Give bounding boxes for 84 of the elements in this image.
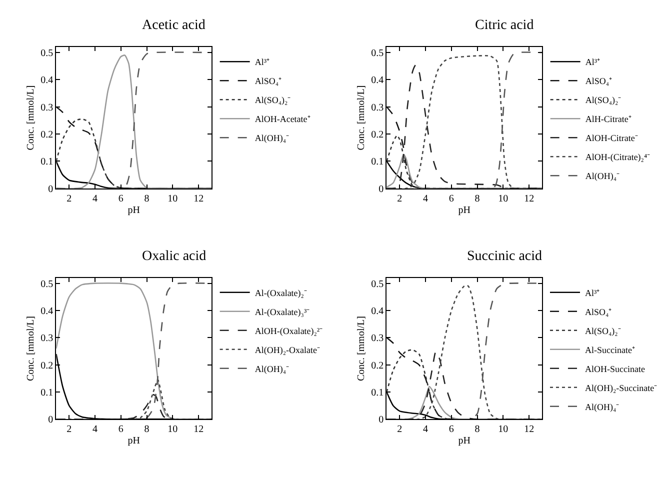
chart-title: Succinic acid <box>467 249 542 264</box>
chart-title: Oxalic acid <box>142 249 206 264</box>
legend-label: Al(OH)₄⁻ <box>585 171 620 182</box>
legend-label: AlSO₄⁺ <box>585 306 612 317</box>
legend-label: Al(OH)₂-Oxalate⁻ <box>254 344 320 355</box>
x-tick-label: 2 <box>66 193 72 204</box>
x-tick-label: 6 <box>118 193 124 204</box>
x-tick-label: 12 <box>524 193 534 204</box>
y-tick-label: 0.5 <box>371 278 384 290</box>
x-tick-label: 4 <box>423 193 428 204</box>
legend-label: AlOH-(Oxalate)₂²⁻ <box>254 326 323 336</box>
legend-label: Al(OH)₄⁻ <box>254 133 289 144</box>
legend-label: Al(SO₄)₂⁻ <box>254 95 291 106</box>
x-tick-label: 12 <box>194 193 204 204</box>
x-tick-label: 2 <box>66 424 72 436</box>
x-axis-title: pH <box>458 204 470 216</box>
y-axis-title: Conc. [mmol/L] <box>356 316 368 382</box>
x-tick-label: 4 <box>423 424 428 436</box>
x-tick-label: 10 <box>498 424 508 436</box>
x-tick-label: 10 <box>168 424 178 436</box>
x-tick-label: 2 <box>397 424 402 436</box>
legend-label: AlH-Citrate⁺ <box>585 114 632 124</box>
legend-label: Al(SO₄)₂⁻ <box>585 326 621 336</box>
x-tick-label: 2 <box>397 193 402 204</box>
y-axis-title: Conc. [mmol/L] <box>356 85 368 150</box>
y-tick-label: 0.1 <box>40 156 54 168</box>
y-tick-label: 0.3 <box>371 333 384 344</box>
y-tick-label: 0.3 <box>40 333 54 344</box>
x-axis-title: pH <box>458 436 470 447</box>
x-tick-label: 12 <box>524 424 534 436</box>
y-tick-label: 0.4 <box>40 75 54 86</box>
y-tick-label: 0.4 <box>40 306 54 317</box>
x-tick-label: 10 <box>498 193 508 204</box>
x-tick-label: 8 <box>474 424 480 436</box>
y-tick-label: 0.5 <box>40 278 54 290</box>
legend-label: Al-(Oxalate)₃³⁻ <box>254 306 310 317</box>
legend-label: AlSO₄⁺ <box>585 76 612 86</box>
y-tick-label: 0.2 <box>40 130 54 141</box>
y-tick-label: 0 <box>378 184 384 195</box>
x-tick-label: 8 <box>144 193 150 204</box>
y-tick-label: 0.5 <box>40 48 54 60</box>
legend-label: Al³⁺ <box>585 57 600 68</box>
x-axis-title: pH <box>128 436 140 447</box>
y-tick-label: 0 <box>378 414 384 426</box>
x-tick-label: 10 <box>168 193 178 204</box>
legend-label: Al(SO₄)₂⁻ <box>585 95 622 106</box>
y-tick-label: 0.2 <box>371 130 384 141</box>
y-tick-label: 0.5 <box>371 48 384 60</box>
legend-label: Al-(Oxalate)₂⁻ <box>254 288 307 298</box>
x-tick-label: 6 <box>118 424 124 436</box>
x-tick-label: 8 <box>144 424 150 436</box>
y-tick-label: 0.4 <box>371 75 384 86</box>
chart-title: Acetic acid <box>142 18 206 33</box>
y-tick-label: 0.2 <box>40 360 54 372</box>
x-tick-label: 8 <box>474 193 480 204</box>
x-tick-label: 4 <box>92 193 98 204</box>
legend-label: Al³⁺ <box>585 288 600 298</box>
x-tick-label: 12 <box>194 424 204 436</box>
y-tick-label: 0.2 <box>371 360 384 372</box>
y-tick-label: 0.1 <box>371 156 384 168</box>
legend-label: Al(OH)₄⁻ <box>254 364 289 374</box>
y-axis-title: Conc. [mmol/L] <box>26 316 37 382</box>
y-tick-label: 0 <box>48 184 54 195</box>
x-tick-label: 6 <box>448 424 454 436</box>
legend-label: Al(OH)₂-Succinate⁻ <box>585 382 658 393</box>
legend-label: AlOH-(Citrate)₂⁴⁻ <box>585 152 650 162</box>
x-tick-label: 4 <box>92 424 98 436</box>
y-tick-label: 0.3 <box>40 102 54 114</box>
chart-title: Citric acid <box>475 18 534 33</box>
y-tick-label: 0.3 <box>371 102 384 114</box>
x-axis-title: pH <box>128 204 140 216</box>
y-tick-label: 0.1 <box>40 388 54 399</box>
y-tick-label: 0.1 <box>371 388 384 399</box>
y-tick-label: 0.4 <box>371 306 384 317</box>
legend-label: Al(OH)₄⁻ <box>585 402 620 412</box>
legend-label: Al³⁺ <box>254 57 270 68</box>
y-axis-title: Conc. [mmol/L] <box>26 85 37 150</box>
legend-label: AlOH-Citrate⁻ <box>585 133 638 144</box>
legend-label: AlSO₄⁺ <box>254 76 282 86</box>
legend-label: AlOH-Succinate <box>585 364 645 374</box>
x-tick-label: 6 <box>448 193 454 204</box>
y-tick-label: 0 <box>48 414 54 426</box>
legend-label: AlOH-Acetate⁺ <box>254 114 310 124</box>
legend-label: Al-Succinate⁺ <box>585 344 635 355</box>
